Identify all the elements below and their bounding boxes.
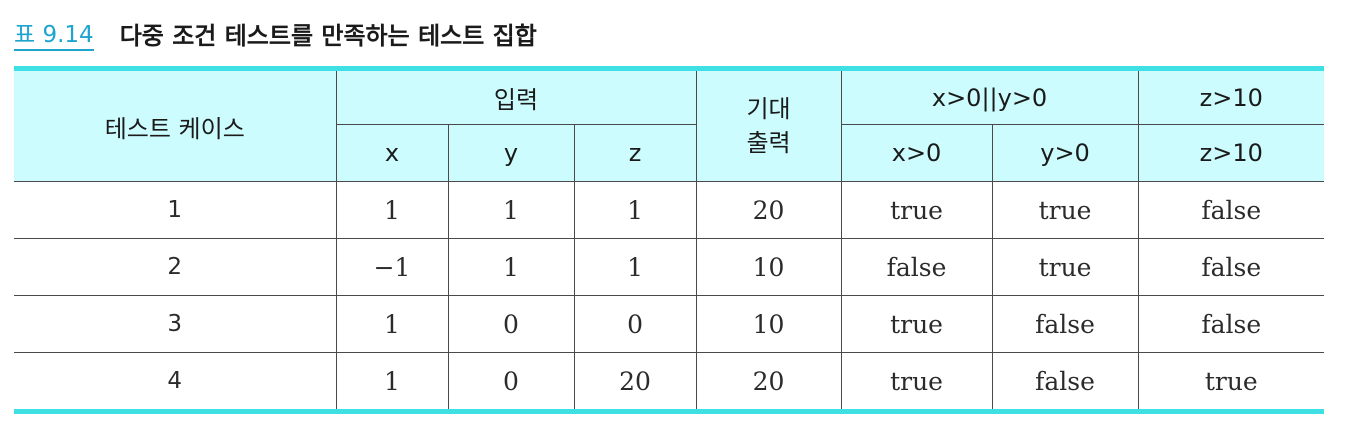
header-z-gt-10: z>10 bbox=[1137, 124, 1325, 182]
cell-z-gt-10: false bbox=[1137, 295, 1325, 353]
header-row-1: 테스트 케이스 입력 기대 출력 x>0||y>0 z>10 bbox=[14, 66, 1325, 182]
header-z: z bbox=[573, 124, 697, 182]
cell-expected: 10 bbox=[695, 238, 842, 296]
cell-case: 3 bbox=[14, 295, 337, 353]
header-test-case: 테스트 케이스 bbox=[14, 66, 337, 182]
header-input: 입력 bbox=[335, 66, 697, 125]
header-x-gt-0: x>0 bbox=[840, 124, 993, 182]
cell-x-gt-0: true bbox=[840, 295, 993, 353]
cell-expected: 20 bbox=[695, 352, 842, 414]
cell-y: 0 bbox=[447, 295, 575, 353]
cell-x: 1 bbox=[335, 352, 449, 414]
header-expected-output: 기대 출력 bbox=[695, 66, 842, 182]
cell-z-gt-10: false bbox=[1137, 238, 1325, 296]
cell-z-gt-10: true bbox=[1137, 352, 1325, 414]
header-y: y bbox=[447, 124, 575, 182]
table-row: 4 1 0 20 20 true false true bbox=[14, 352, 1325, 414]
cell-z: 1 bbox=[573, 238, 697, 296]
cell-x: 1 bbox=[335, 181, 449, 239]
cell-case: 4 bbox=[14, 352, 337, 414]
table-caption: 표 9.14 다중 조건 테스트를 만족하는 테스트 집합 bbox=[14, 18, 537, 54]
cell-z-gt-10: false bbox=[1137, 181, 1325, 239]
cell-y-gt-0: true bbox=[991, 181, 1139, 239]
table-row: 3 1 0 0 10 true false false bbox=[14, 295, 1325, 353]
cell-y: 0 bbox=[447, 352, 575, 414]
cell-z: 20 bbox=[573, 352, 697, 414]
cell-z: 1 bbox=[573, 181, 697, 239]
cell-y: 1 bbox=[447, 238, 575, 296]
table-row: 2 −1 1 1 10 false true false bbox=[14, 238, 1325, 296]
cell-x-gt-0: false bbox=[840, 238, 993, 296]
header-expected-line2: 출력 bbox=[746, 129, 791, 157]
cell-y-gt-0: true bbox=[991, 238, 1139, 296]
cell-y-gt-0: false bbox=[991, 352, 1139, 414]
header-y-gt-0: y>0 bbox=[991, 124, 1139, 182]
cell-x-gt-0: true bbox=[840, 181, 993, 239]
table-number: 표 9.14 bbox=[14, 21, 94, 51]
header-condition-z: z>10 bbox=[1137, 66, 1325, 125]
cell-y: 1 bbox=[447, 181, 575, 239]
cell-x: −1 bbox=[335, 238, 449, 296]
header-condition-or: x>0||y>0 bbox=[840, 66, 1139, 125]
cell-z: 0 bbox=[573, 295, 697, 353]
header-expected-line1: 기대 bbox=[746, 95, 791, 123]
cell-y-gt-0: false bbox=[991, 295, 1139, 353]
table-title: 다중 조건 테스트를 만족하는 테스트 집합 bbox=[119, 22, 537, 50]
cell-expected: 20 bbox=[695, 181, 842, 239]
cell-expected: 10 bbox=[695, 295, 842, 353]
cell-case: 1 bbox=[14, 181, 337, 239]
table-row: 1 1 1 1 20 true true false bbox=[14, 181, 1325, 239]
cell-x: 1 bbox=[335, 295, 449, 353]
test-set-table: 테스트 케이스 입력 기대 출력 x>0||y>0 z>10 x y z x>0… bbox=[14, 66, 1325, 414]
cell-case: 2 bbox=[14, 238, 337, 296]
cell-x-gt-0: true bbox=[840, 352, 993, 414]
header-x: x bbox=[336, 124, 449, 182]
